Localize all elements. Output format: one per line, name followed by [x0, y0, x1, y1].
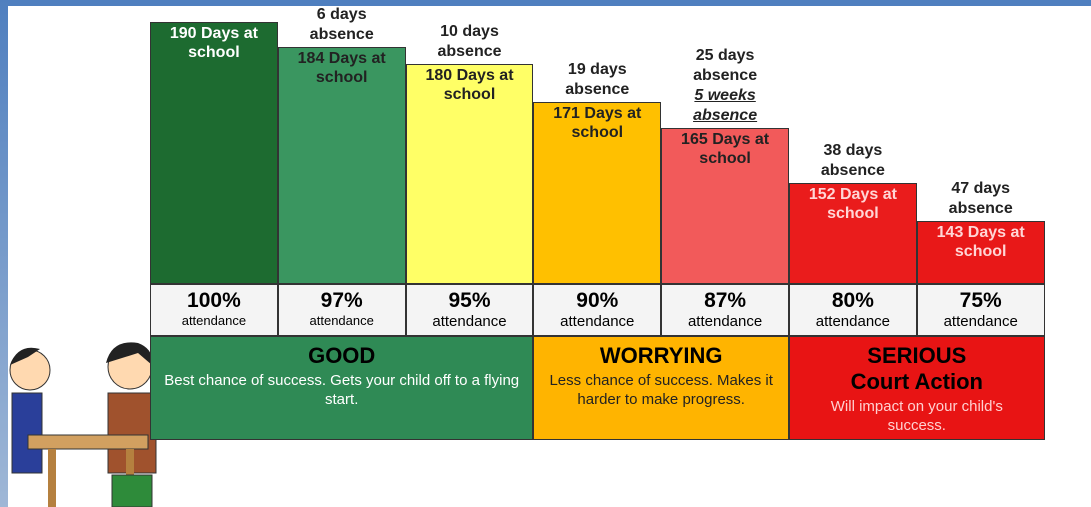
- absence-label: 38 days absence: [789, 141, 917, 183]
- bar-label: 171 Days at school: [553, 105, 642, 142]
- band-text: Best chance of success. Gets your child …: [164, 372, 520, 408]
- attendance-percent: 90%: [576, 289, 619, 312]
- bar: [789, 182, 917, 284]
- attendance-caption: attendance: [181, 313, 247, 328]
- bar: [277, 47, 406, 284]
- absence-label: 25 days absence 5 weeks absence: [661, 46, 789, 128]
- attendance-caption: attendance: [560, 313, 635, 330]
- absence-note: 5 weeks absence: [693, 86, 758, 124]
- absence-text: 38 days absence: [820, 141, 885, 179]
- absence-text: 6 days absence: [309, 6, 374, 44]
- bar: [661, 127, 789, 284]
- absence-text: 25 days absence: [693, 46, 758, 84]
- attendance-caption: attendance: [432, 313, 507, 330]
- status-band: GOOD Best chance of success. Gets your ch…: [150, 336, 534, 440]
- attendance-cell: 75% attendance: [916, 284, 1045, 336]
- attendance-caption: attendance: [943, 313, 1018, 330]
- bar: [405, 64, 534, 284]
- absence-label: 19 days absence: [533, 60, 661, 102]
- band-text: Will impact on your child's success.: [830, 398, 1003, 434]
- band-title: SERIOUS: [867, 343, 967, 368]
- attendance-cell: 80% attendance: [789, 284, 917, 336]
- bar: [533, 102, 662, 284]
- attendance-percent: 75%: [959, 289, 1002, 312]
- attendance-cell: 90% attendance: [533, 284, 662, 336]
- attendance-percent: 100%: [187, 289, 241, 312]
- bar-label: 180 Days at school: [425, 67, 514, 104]
- bar-label: 190 Days at school: [169, 25, 258, 61]
- left-border: [0, 0, 8, 507]
- absence-text: 10 days absence: [437, 23, 502, 61]
- attendance-percent: 95%: [448, 289, 491, 312]
- attendance-percent: 87%: [704, 289, 747, 312]
- bar-label: 143 Days at school: [936, 223, 1025, 260]
- status-band: SERIOUS Court Action Will impact on your c…: [789, 336, 1045, 440]
- bar: [150, 22, 278, 284]
- bar-label: 152 Days at school: [808, 185, 897, 222]
- attendance-cell: 95% attendance: [405, 284, 534, 336]
- bar-label: 165 Days at school: [681, 130, 770, 167]
- attendance-caption: attendance: [687, 313, 763, 330]
- bar-label: 184 Days at school: [297, 50, 386, 87]
- band-subtitle: Court Action: [850, 369, 983, 394]
- absence-text: 47 days absence: [948, 179, 1013, 217]
- attendance-cell: 87% attendance: [661, 284, 789, 336]
- attendance-percent: 97%: [320, 289, 363, 312]
- absence-label: 6 days absence: [278, 5, 406, 47]
- attendance-caption: attendance: [815, 313, 891, 330]
- attendance-caption: attendance: [309, 313, 374, 328]
- attendance-percent: 80%: [831, 289, 874, 312]
- absence-text: 19 days absence: [565, 61, 630, 99]
- top-border: [0, 0, 1091, 6]
- cartoon: [9, 342, 157, 507]
- band-title: GOOD: [308, 343, 376, 368]
- status-band: WORRYING Less chance of success. Makes it…: [533, 336, 789, 440]
- bar: [916, 220, 1045, 284]
- band-text: Less chance of success. Makes it harder …: [549, 372, 773, 408]
- attendance-cell: 97% attendance: [277, 284, 406, 336]
- absence-label: 47 days absence: [917, 179, 1045, 221]
- attendance-cell: 100% attendance: [150, 284, 278, 336]
- band-title: WORRYING: [599, 343, 723, 368]
- absence-label: 10 days absence: [406, 22, 534, 64]
